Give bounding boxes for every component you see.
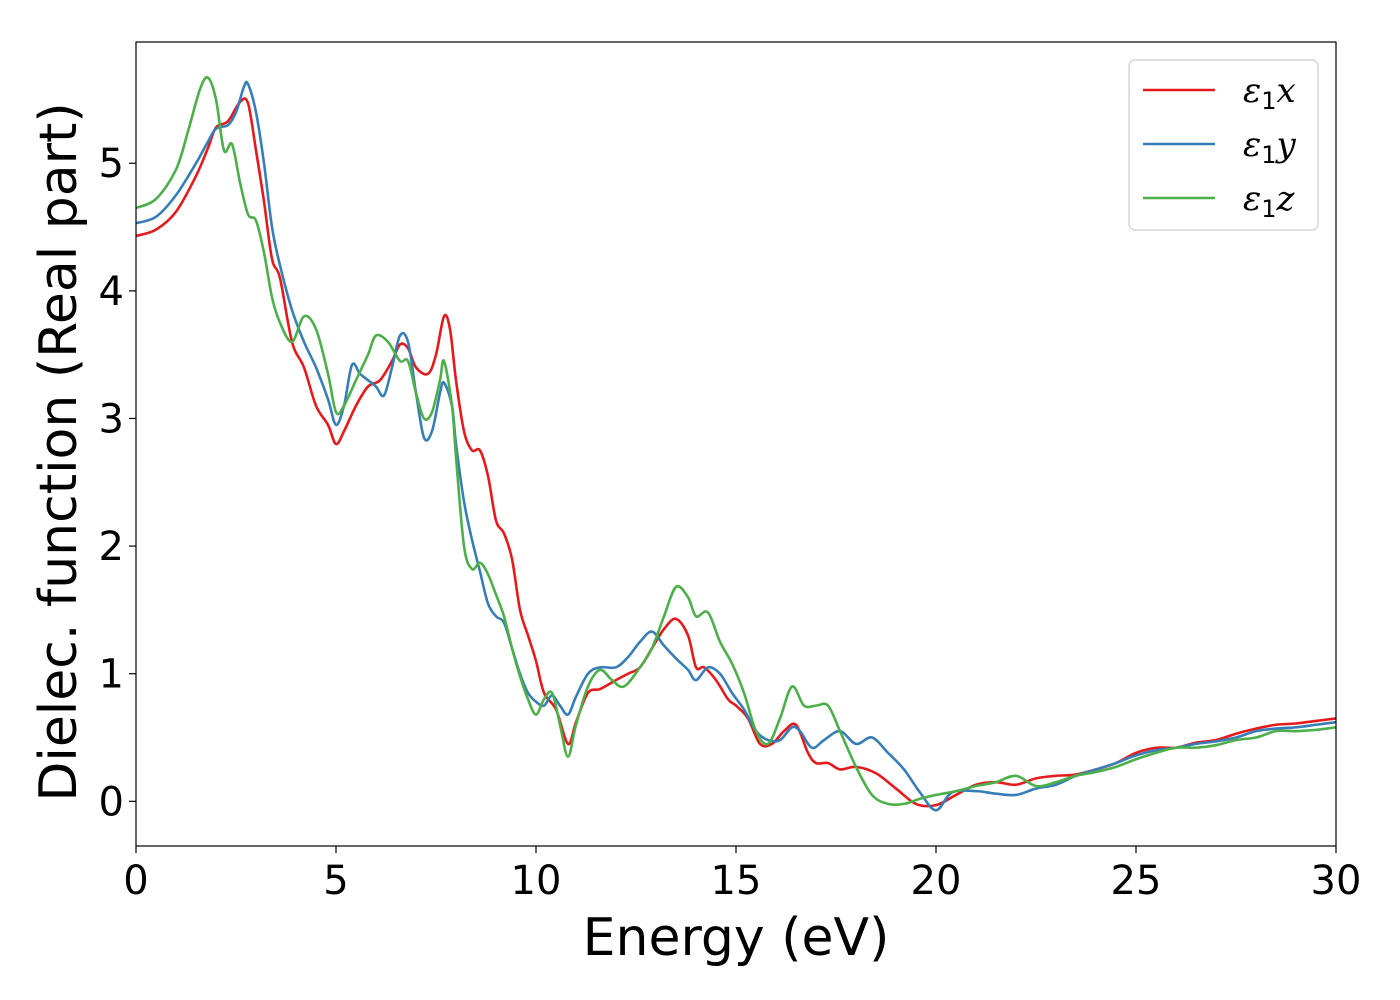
x-tick-label: 10 bbox=[511, 858, 562, 904]
y-tick-label: 0 bbox=[99, 779, 124, 825]
legend: ε1x ε1y ε1z bbox=[1128, 59, 1319, 231]
x-tick-label: 5 bbox=[323, 858, 348, 904]
y-tick-label: 3 bbox=[99, 396, 124, 442]
y-axis-title: Dielec. function (Real part) bbox=[29, 102, 89, 801]
x-tick-label: 25 bbox=[1111, 858, 1162, 904]
series-line-x bbox=[136, 97, 1336, 808]
legend-label-x: ε1x bbox=[1243, 71, 1296, 115]
x-tick-label: 15 bbox=[711, 858, 762, 904]
x-tick-label: 20 bbox=[911, 858, 962, 904]
series-layer bbox=[136, 76, 1336, 812]
series-line-y bbox=[136, 80, 1336, 812]
x-axis-title: Energy (eV) bbox=[583, 908, 890, 968]
legend-box bbox=[1128, 59, 1319, 231]
y-tick-label: 1 bbox=[99, 652, 124, 698]
legend-label-y: ε1y bbox=[1243, 125, 1297, 169]
y-axis-ticks: 0 1 2 3 4 5 bbox=[99, 141, 136, 825]
x-axis-ticks: 0 5 10 15 20 25 30 bbox=[123, 846, 1361, 904]
series-line-z bbox=[136, 76, 1336, 807]
x-tick-label: 30 bbox=[1311, 858, 1362, 904]
legend-label-z: ε1z bbox=[1243, 179, 1296, 223]
y-tick-label: 5 bbox=[99, 141, 124, 187]
x-tick-label: 0 bbox=[123, 858, 148, 904]
y-tick-label: 2 bbox=[99, 524, 124, 570]
y-tick-label: 4 bbox=[99, 269, 124, 315]
